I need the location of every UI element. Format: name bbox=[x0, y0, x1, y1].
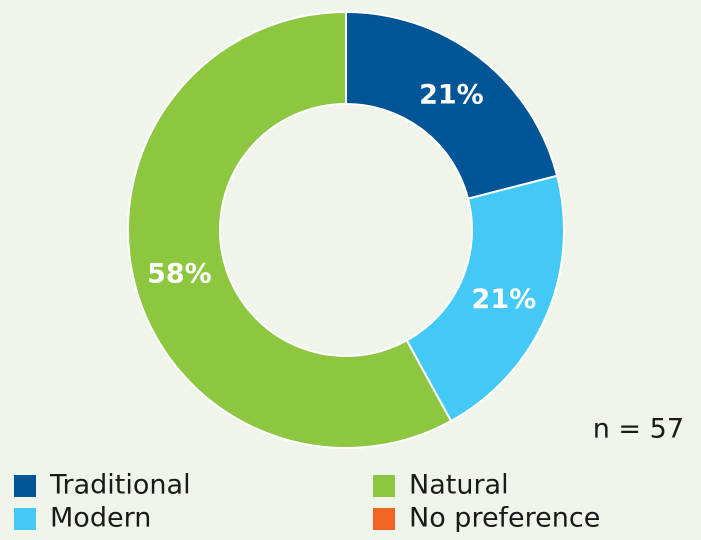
slice bbox=[127, 10, 453, 449]
value-label: 21% bbox=[419, 80, 484, 111]
legend-swatch bbox=[14, 475, 36, 497]
legend-swatch bbox=[373, 508, 395, 530]
legend-swatch bbox=[373, 475, 395, 497]
legend-swatch bbox=[14, 508, 36, 530]
legend-label: No preference bbox=[409, 503, 600, 534]
value-label: 21% bbox=[472, 284, 537, 315]
slice bbox=[345, 10, 559, 200]
value-label: 58% bbox=[147, 258, 212, 289]
legend-label: Natural bbox=[409, 470, 509, 501]
slice bbox=[405, 174, 565, 423]
legend-label: Modern bbox=[50, 503, 151, 534]
annotation: n = 57 bbox=[593, 414, 684, 445]
legend-label: Traditional bbox=[49, 470, 191, 501]
